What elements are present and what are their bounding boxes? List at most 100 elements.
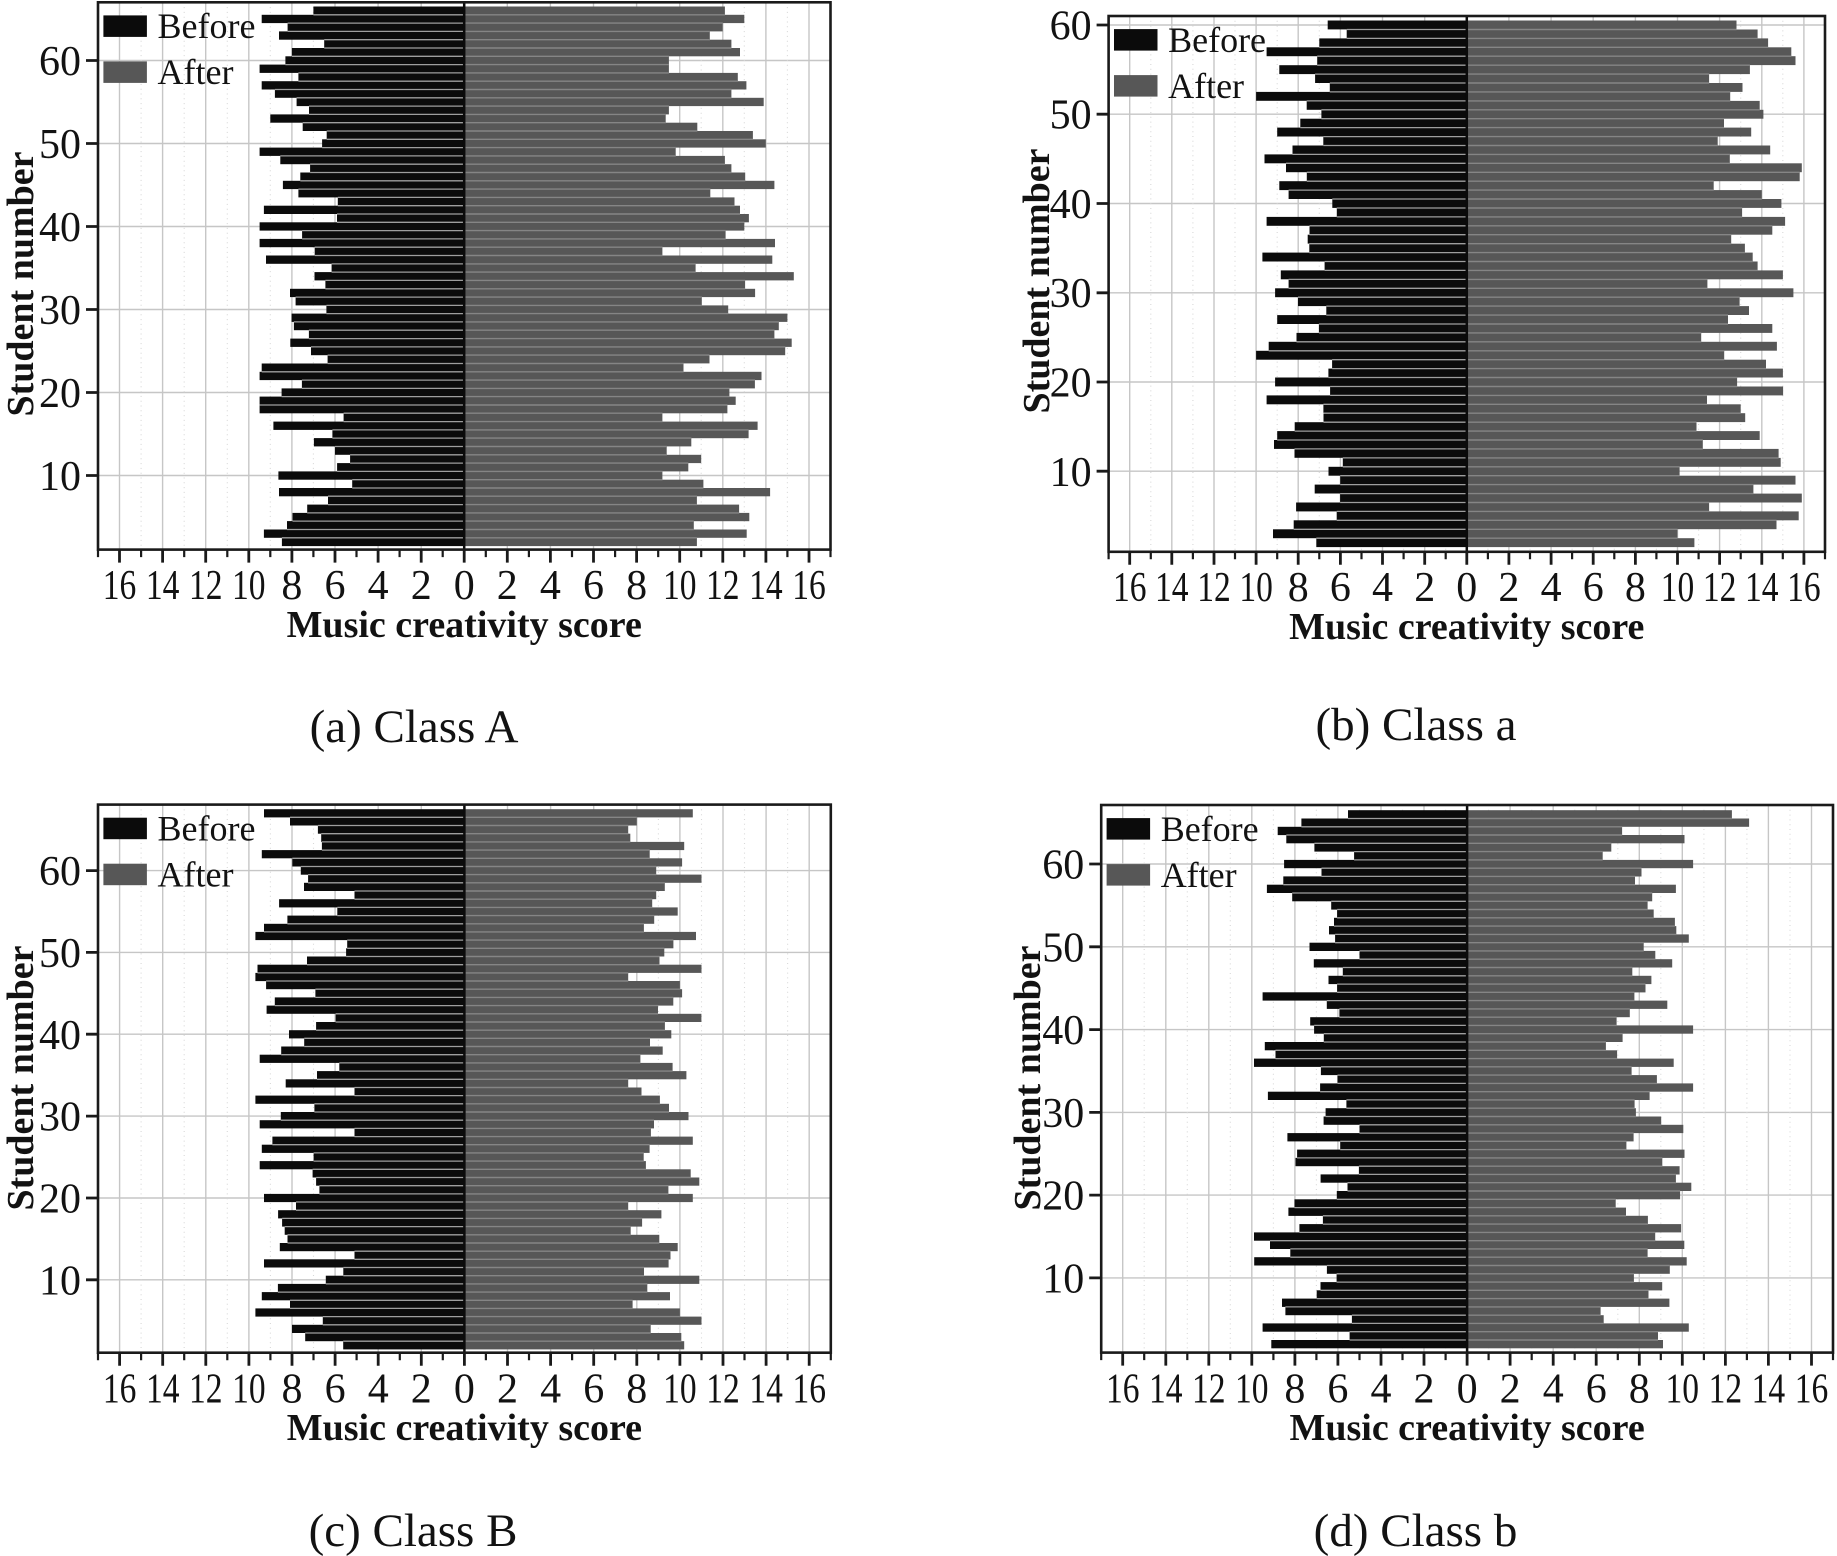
svg-text:4: 4 bbox=[368, 563, 389, 609]
svg-text:4: 4 bbox=[1372, 565, 1393, 611]
svg-text:10: 10 bbox=[1661, 565, 1695, 611]
svg-text:10: 10 bbox=[1050, 450, 1092, 496]
svg-text:12: 12 bbox=[706, 1367, 740, 1413]
svg-text:14: 14 bbox=[749, 1367, 783, 1413]
svg-text:4: 4 bbox=[1371, 1367, 1392, 1413]
svg-text:14: 14 bbox=[1149, 1367, 1183, 1413]
svg-text:After: After bbox=[1161, 855, 1237, 895]
svg-text:10: 10 bbox=[1235, 1367, 1269, 1413]
svg-text:10: 10 bbox=[1666, 1367, 1700, 1413]
svg-text:10: 10 bbox=[663, 1367, 697, 1413]
svg-text:60: 60 bbox=[39, 39, 81, 85]
svg-text:Student number: Student number bbox=[0, 945, 42, 1210]
svg-text:6: 6 bbox=[583, 1367, 604, 1413]
svg-text:16: 16 bbox=[1113, 565, 1147, 611]
svg-text:40: 40 bbox=[39, 1013, 81, 1059]
svg-text:12: 12 bbox=[706, 563, 740, 609]
svg-text:(b) Class a: (b) Class a bbox=[1315, 699, 1516, 751]
svg-text:2: 2 bbox=[1498, 565, 1519, 611]
svg-text:20: 20 bbox=[1042, 1174, 1084, 1220]
svg-text:Student number: Student number bbox=[1016, 148, 1058, 413]
svg-text:6: 6 bbox=[1330, 565, 1351, 611]
svg-text:(c) Class B: (c) Class B bbox=[309, 1505, 518, 1556]
svg-text:14: 14 bbox=[146, 1367, 180, 1413]
svg-text:8: 8 bbox=[281, 563, 302, 609]
svg-text:30: 30 bbox=[1042, 1091, 1084, 1137]
svg-text:30: 30 bbox=[39, 288, 81, 334]
svg-text:40: 40 bbox=[39, 205, 81, 251]
svg-text:60: 60 bbox=[1050, 4, 1092, 50]
svg-text:2: 2 bbox=[411, 563, 432, 609]
svg-text:16: 16 bbox=[792, 563, 826, 609]
svg-text:12: 12 bbox=[1703, 565, 1737, 611]
svg-text:0: 0 bbox=[1457, 1367, 1478, 1413]
svg-text:16: 16 bbox=[1787, 565, 1821, 611]
svg-text:0: 0 bbox=[454, 1367, 475, 1413]
svg-text:6: 6 bbox=[1583, 565, 1604, 611]
svg-text:4: 4 bbox=[1541, 565, 1562, 611]
svg-text:Music creativity score: Music creativity score bbox=[1289, 1407, 1644, 1449]
svg-text:50: 50 bbox=[1042, 925, 1084, 971]
svg-text:6: 6 bbox=[325, 563, 346, 609]
svg-text:16: 16 bbox=[103, 563, 137, 609]
svg-text:8: 8 bbox=[1629, 1367, 1650, 1413]
svg-text:14: 14 bbox=[749, 563, 783, 609]
svg-text:30: 30 bbox=[39, 1095, 81, 1141]
svg-text:10: 10 bbox=[663, 563, 697, 609]
svg-text:10: 10 bbox=[1239, 565, 1273, 611]
svg-text:12: 12 bbox=[1709, 1367, 1743, 1413]
svg-text:8: 8 bbox=[1284, 1367, 1305, 1413]
svg-text:2: 2 bbox=[1414, 565, 1435, 611]
svg-text:After: After bbox=[1168, 66, 1244, 106]
svg-text:10: 10 bbox=[39, 454, 81, 500]
svg-text:60: 60 bbox=[1042, 843, 1084, 889]
svg-text:Before: Before bbox=[158, 6, 256, 46]
svg-text:(d) Class b: (d) Class b bbox=[1314, 1505, 1518, 1556]
svg-text:50: 50 bbox=[1050, 93, 1092, 139]
svg-text:16: 16 bbox=[1106, 1367, 1140, 1413]
svg-text:50: 50 bbox=[39, 122, 81, 168]
svg-text:60: 60 bbox=[39, 849, 81, 895]
svg-text:2: 2 bbox=[1414, 1367, 1435, 1413]
svg-text:12: 12 bbox=[1192, 1367, 1226, 1413]
svg-text:2: 2 bbox=[497, 1367, 518, 1413]
svg-text:16: 16 bbox=[792, 1367, 826, 1413]
svg-text:(a) Class A: (a) Class A bbox=[310, 701, 519, 753]
svg-text:30: 30 bbox=[1050, 271, 1092, 317]
svg-text:8: 8 bbox=[1288, 565, 1309, 611]
svg-text:4: 4 bbox=[1543, 1367, 1564, 1413]
svg-text:Before: Before bbox=[158, 809, 256, 849]
svg-text:After: After bbox=[158, 52, 234, 92]
svg-text:8: 8 bbox=[626, 563, 647, 609]
svg-text:14: 14 bbox=[1745, 565, 1779, 611]
svg-text:6: 6 bbox=[325, 1367, 346, 1413]
svg-text:12: 12 bbox=[189, 563, 223, 609]
svg-text:6: 6 bbox=[1327, 1367, 1348, 1413]
svg-text:Music creativity score: Music creativity score bbox=[287, 1407, 642, 1449]
svg-text:14: 14 bbox=[1752, 1367, 1786, 1413]
svg-text:16: 16 bbox=[1795, 1367, 1829, 1413]
svg-text:Student number: Student number bbox=[1007, 945, 1049, 1210]
svg-text:4: 4 bbox=[540, 1367, 561, 1413]
svg-text:8: 8 bbox=[1625, 565, 1646, 611]
svg-text:0: 0 bbox=[1456, 565, 1477, 611]
svg-text:Before: Before bbox=[1168, 20, 1266, 60]
svg-text:20: 20 bbox=[39, 1177, 81, 1223]
svg-text:0: 0 bbox=[454, 563, 475, 609]
svg-text:6: 6 bbox=[1586, 1367, 1607, 1413]
svg-text:2: 2 bbox=[411, 1367, 432, 1413]
svg-text:10: 10 bbox=[1042, 1256, 1084, 1302]
svg-text:50: 50 bbox=[39, 931, 81, 977]
svg-text:12: 12 bbox=[189, 1367, 223, 1413]
svg-text:Music creativity score: Music creativity score bbox=[287, 604, 642, 646]
svg-text:2: 2 bbox=[497, 563, 518, 609]
svg-text:Music creativity score: Music creativity score bbox=[1289, 606, 1644, 648]
svg-text:10: 10 bbox=[39, 1258, 81, 1304]
svg-text:6: 6 bbox=[583, 563, 604, 609]
svg-text:8: 8 bbox=[626, 1367, 647, 1413]
svg-text:4: 4 bbox=[540, 563, 561, 609]
svg-text:After: After bbox=[158, 855, 234, 895]
svg-text:40: 40 bbox=[1042, 1008, 1084, 1054]
svg-text:12: 12 bbox=[1197, 565, 1231, 611]
svg-text:40: 40 bbox=[1050, 182, 1092, 228]
